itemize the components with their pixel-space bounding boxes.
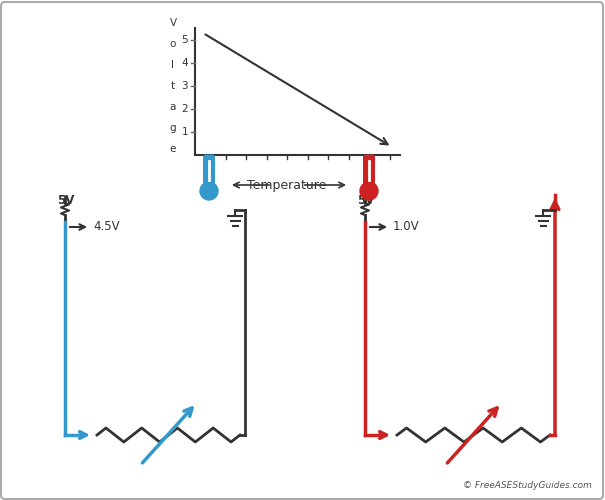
FancyBboxPatch shape [203,154,215,186]
Text: 2: 2 [182,104,188,114]
Text: 4.5V: 4.5V [93,220,120,232]
Text: 5: 5 [182,34,188,44]
Text: a: a [170,102,176,113]
Text: © FreeASEStudyGuides.com: © FreeASEStudyGuides.com [463,481,592,490]
Text: 5V: 5V [57,194,74,206]
FancyBboxPatch shape [363,154,375,186]
Text: Temperature: Temperature [247,178,327,192]
Text: 1.0V: 1.0V [393,220,420,232]
Text: 4: 4 [182,58,188,68]
Text: l: l [171,60,174,70]
Text: t: t [171,81,175,91]
Text: g: g [169,124,176,134]
Text: V: V [169,18,177,28]
Text: e: e [170,144,176,154]
Text: o: o [170,39,176,49]
Text: 5V: 5V [357,194,374,206]
Circle shape [360,182,378,200]
Circle shape [200,182,218,200]
Text: 1: 1 [182,127,188,137]
Text: 3: 3 [182,80,188,90]
